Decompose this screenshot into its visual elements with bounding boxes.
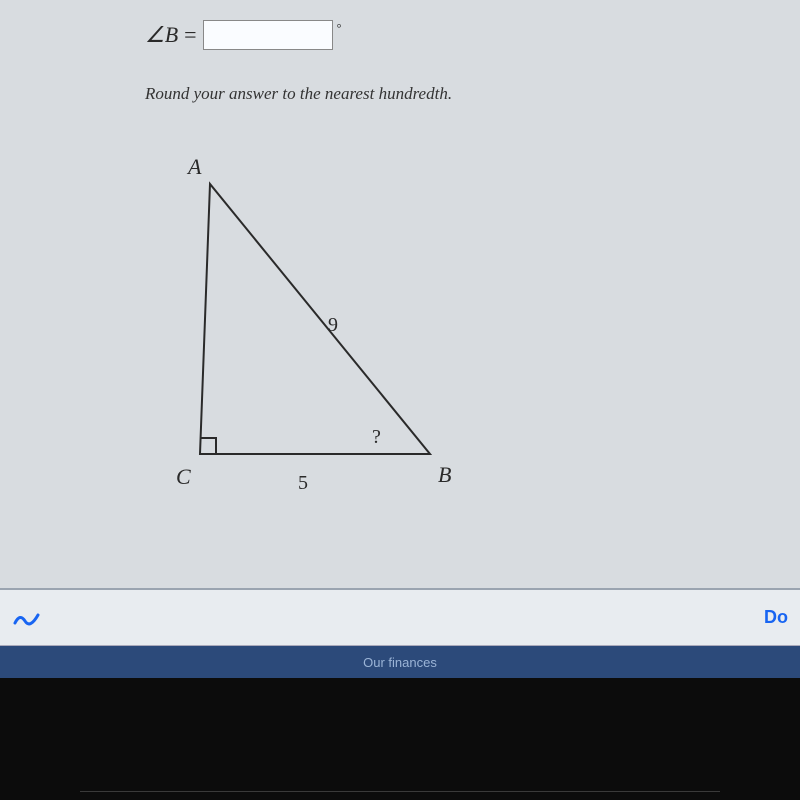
angle-answer-input[interactable] bbox=[203, 20, 333, 50]
vertex-C-label: C bbox=[176, 464, 191, 490]
question-content: ∠B = ° Round your answer to the nearest … bbox=[0, 0, 800, 590]
do-button[interactable]: Do bbox=[764, 607, 788, 628]
rounding-instruction: Round your answer to the nearest hundred… bbox=[145, 84, 800, 104]
content-divider bbox=[0, 588, 800, 590]
footer-bar: Our finances bbox=[0, 646, 800, 678]
angle-equation: ∠B = ° bbox=[145, 20, 800, 50]
hypotenuse-label: 9 bbox=[328, 314, 338, 337]
degree-symbol: ° bbox=[337, 21, 342, 36]
triangle-diagram: A C B 9 5 ? bbox=[180, 154, 560, 504]
footer-link[interactable]: Our finances bbox=[363, 655, 437, 670]
vertex-B-label: B bbox=[438, 462, 451, 488]
angle-B-label: ∠B bbox=[145, 22, 178, 48]
unknown-angle-label: ? bbox=[372, 426, 381, 449]
base-label: 5 bbox=[298, 472, 308, 495]
vertex-A-label: A bbox=[188, 154, 201, 180]
bottom-toolbar: Do bbox=[0, 590, 800, 646]
desktop-black-area bbox=[0, 678, 800, 800]
triangle-svg bbox=[180, 154, 560, 504]
equals-sign: = bbox=[184, 22, 196, 48]
scratchpad-icon[interactable] bbox=[12, 605, 42, 631]
desktop-divider-line bbox=[80, 791, 720, 792]
